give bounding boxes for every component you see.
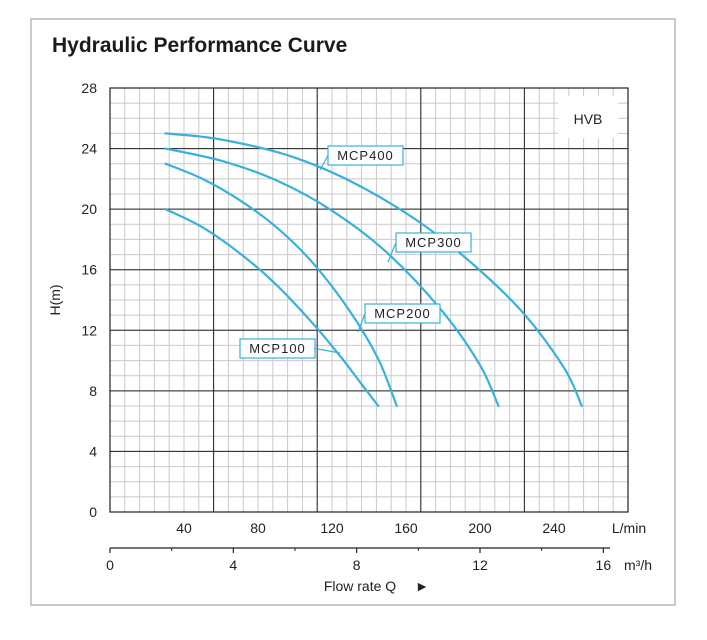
x-unit-secondary: m³/h	[624, 557, 652, 573]
y-axis-label: H(m)	[47, 284, 63, 315]
secondary-x-tick-label: 16	[596, 557, 612, 573]
y-tick-label: 28	[81, 80, 97, 96]
leader-line-mcp200	[357, 313, 366, 333]
x-tick-label: 120	[320, 520, 344, 536]
label-mcp300: MCP300	[405, 235, 462, 250]
leader-line-mcp300	[387, 242, 397, 263]
curve-mcp300	[164, 147, 500, 408]
secondary-x-tick-label: 8	[353, 557, 361, 573]
y-tick-label: 0	[89, 504, 97, 520]
label-box-mcp100	[239, 338, 316, 359]
y-tick-label: 24	[81, 141, 97, 157]
leader-line-mcp100	[314, 347, 341, 354]
tag-background	[558, 96, 618, 138]
y-tick-label: 20	[81, 201, 97, 217]
x-axis-label: Flow rate Q	[324, 578, 396, 594]
x-tick-label: 240	[542, 520, 566, 536]
tick-labels-group: 0 4 8 12 16 20 24 28 40 80 120 160 200 240	[81, 80, 565, 536]
label-box-mcp200	[364, 303, 441, 324]
secondary-x-tick-label: 12	[472, 557, 488, 573]
x-tick-label: 200	[468, 520, 492, 536]
secondary-axis: 0 4 8 12 16	[106, 547, 612, 573]
label-box-mcp300	[395, 232, 472, 253]
y-tick-label: 12	[81, 322, 97, 338]
x-tick-label: 80	[250, 520, 266, 536]
curve-mcp200	[164, 162, 398, 408]
curve-mcp400	[164, 132, 583, 408]
model-tag: HVB	[574, 111, 603, 127]
curve-labels-group: MCP400 MCP300 MCP200 MCP100	[239, 145, 472, 359]
y-tick-label: 8	[89, 383, 97, 399]
flow-arrow-icon: ►	[415, 578, 429, 594]
y-tick-label: 4	[89, 443, 97, 459]
x-unit-primary: L/min	[612, 520, 646, 536]
secondary-x-tick-label: 0	[106, 557, 114, 573]
label-mcp100: MCP100	[249, 341, 306, 356]
label-box-mcp400	[327, 145, 404, 166]
x-tick-label: 160	[394, 520, 418, 536]
curve-mcp100	[164, 208, 380, 408]
x-tick-label: 40	[176, 520, 192, 536]
plot-border	[109, 87, 629, 513]
leader-line-mcp400	[319, 155, 329, 171]
y-tick-label: 16	[81, 262, 97, 278]
curves-group	[164, 132, 583, 408]
secondary-x-tick-label: 4	[229, 557, 237, 573]
label-mcp200: MCP200	[374, 306, 431, 321]
label-mcp400: MCP400	[337, 148, 394, 163]
chart-title: Hydraulic Performance Curve	[52, 34, 348, 57]
